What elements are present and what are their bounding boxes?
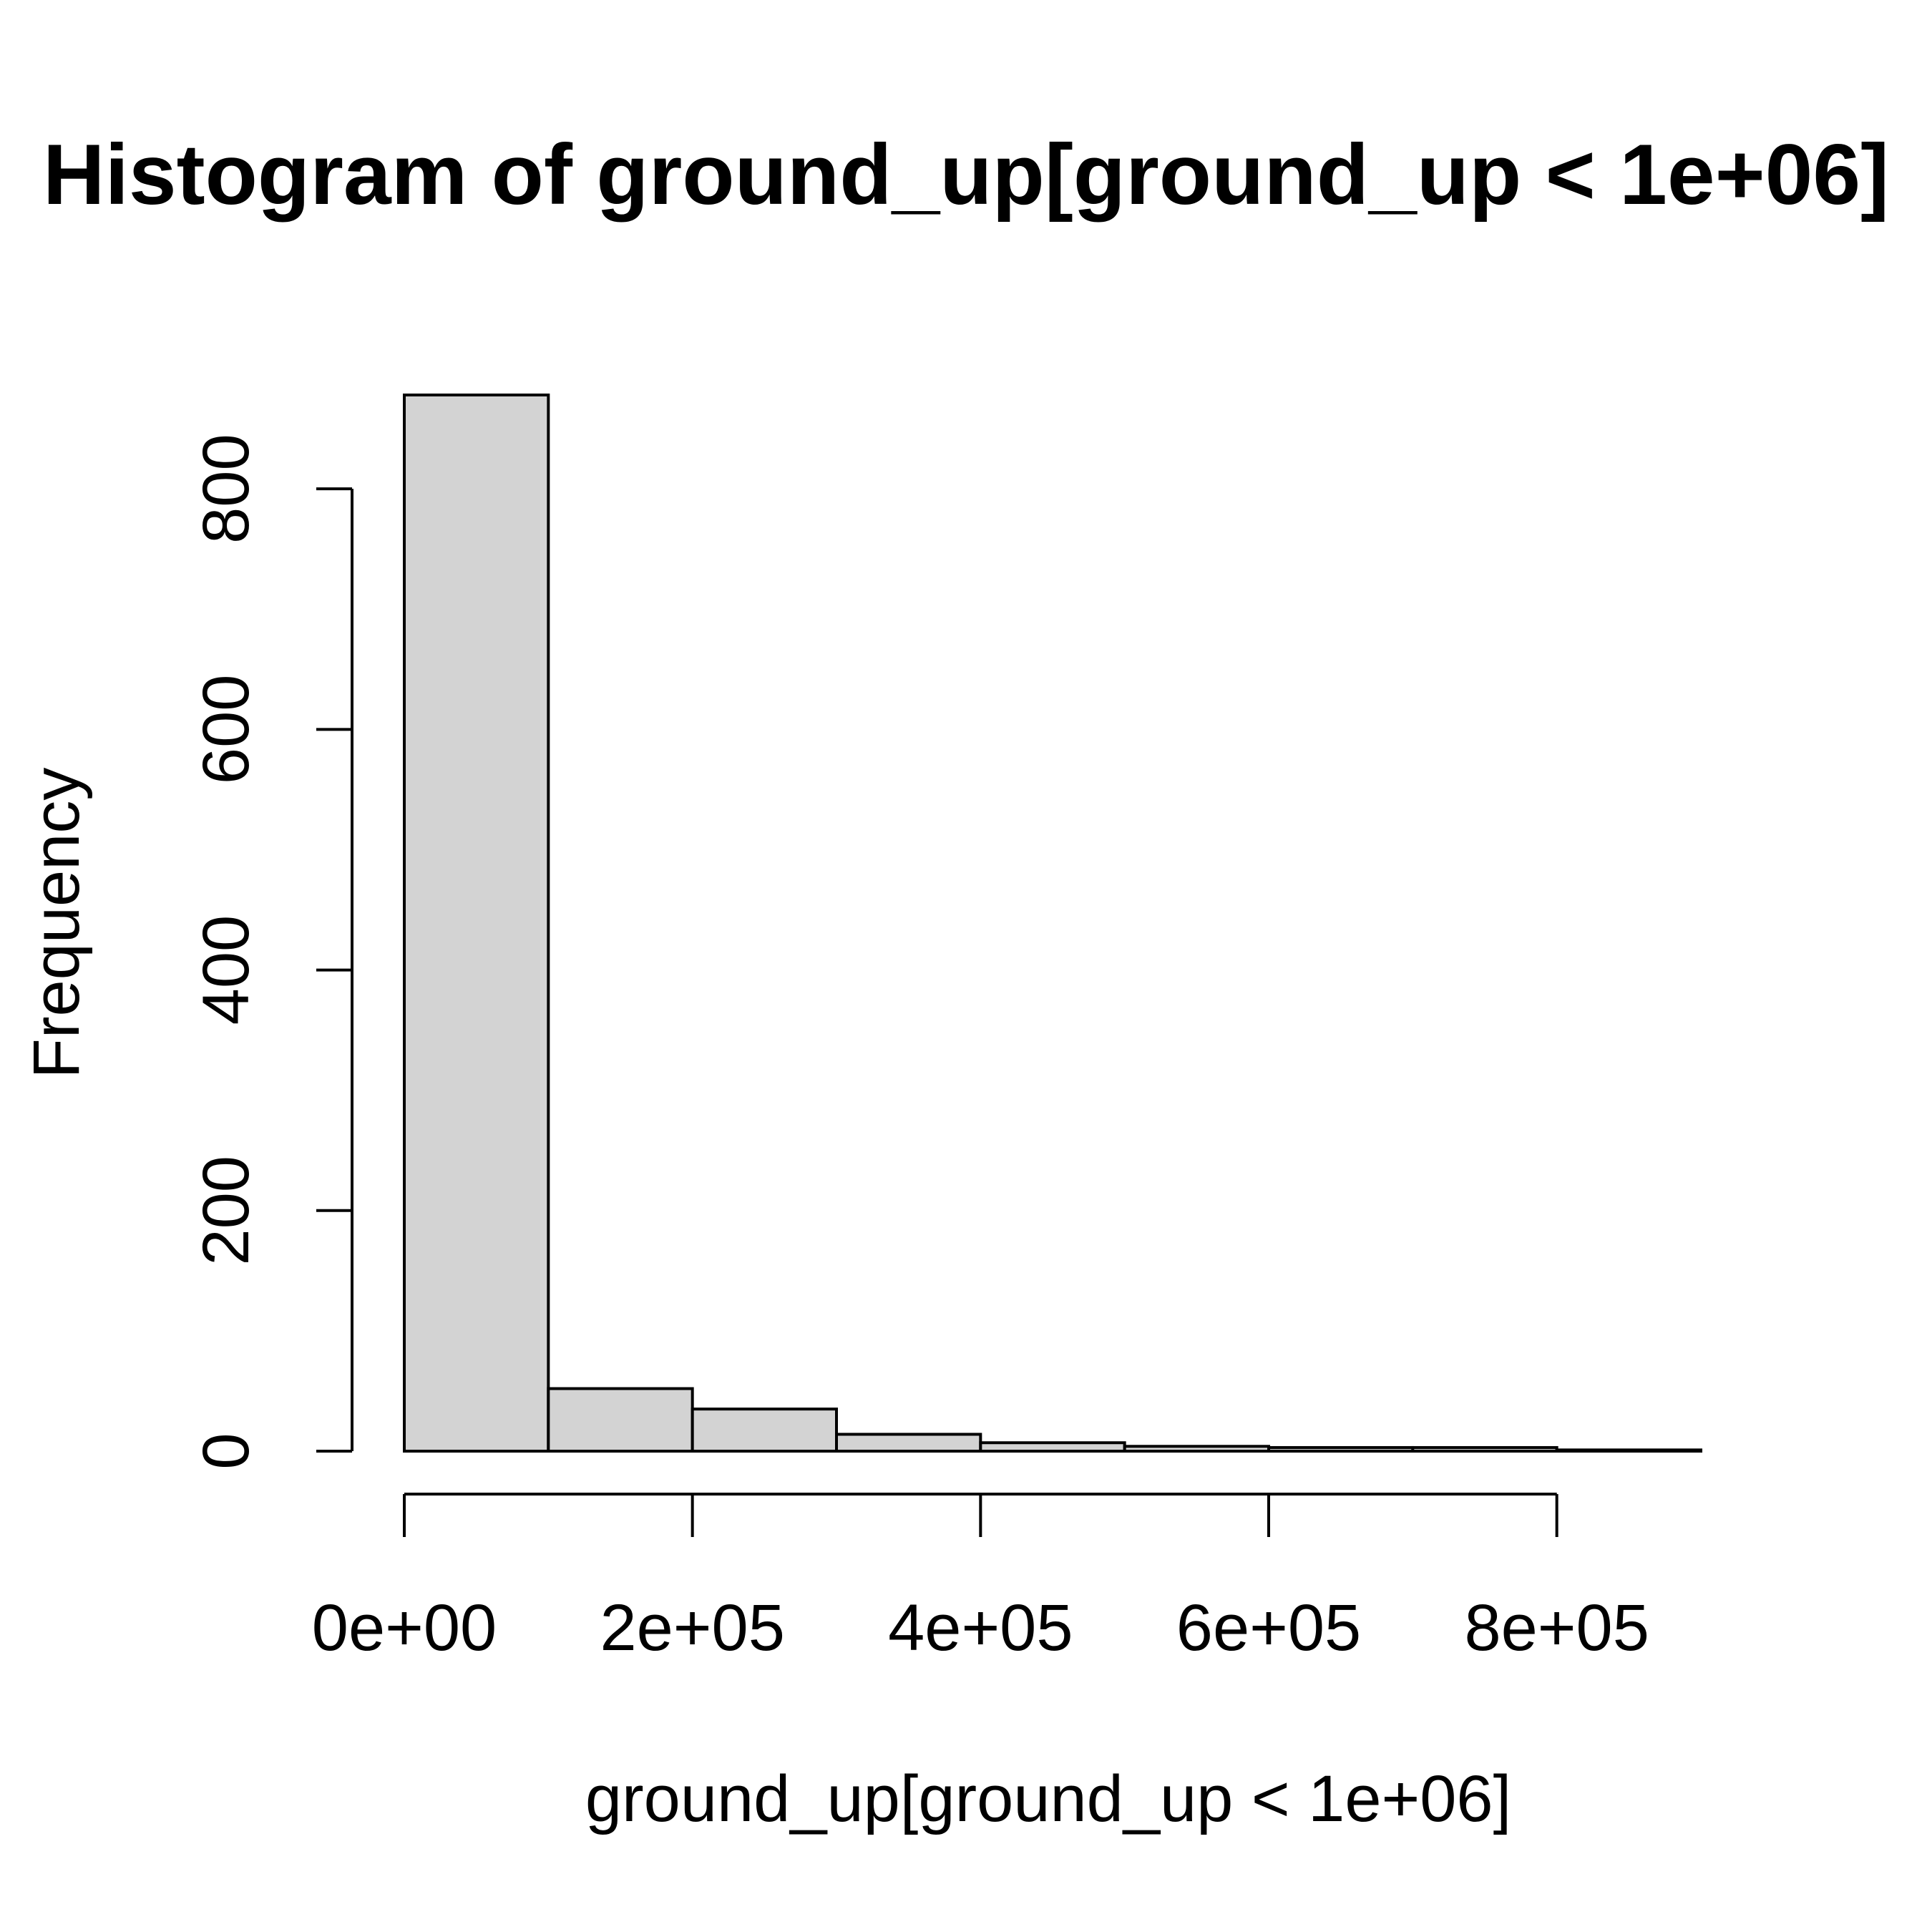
bars-group bbox=[403, 394, 1703, 1453]
y-tick-label-4: 800 bbox=[190, 434, 263, 544]
y-tick-label-1: 200 bbox=[190, 1156, 263, 1266]
y-axis: 0 200 400 600 800 bbox=[190, 434, 353, 1470]
chart-title: Histogram of ground_up[ground_up < 1e+06… bbox=[43, 127, 1889, 223]
histogram-bar-8 bbox=[1555, 1448, 1703, 1453]
x-tick-label-0: 0e+00 bbox=[312, 1591, 497, 1664]
histogram-bar-6 bbox=[1267, 1445, 1415, 1453]
x-tick-label-3: 6e+05 bbox=[1176, 1591, 1361, 1664]
histogram-bar-3 bbox=[835, 1433, 982, 1453]
x-tick-label-2: 4e+05 bbox=[888, 1591, 1073, 1664]
x-axis-label: ground_up[ground_up < 1e+06] bbox=[585, 1762, 1511, 1835]
histogram-bar-0 bbox=[403, 394, 550, 1453]
histogram-bar-1 bbox=[547, 1387, 694, 1453]
histogram-bar-4 bbox=[979, 1441, 1126, 1453]
y-tick-label-3: 600 bbox=[190, 675, 263, 785]
y-axis-label: Frequency bbox=[20, 768, 93, 1079]
x-tick-label-4: 8e+05 bbox=[1464, 1591, 1649, 1664]
histogram-bar-2 bbox=[691, 1407, 839, 1453]
x-axis: 0e+00 2e+05 4e+05 6e+05 8e+05 bbox=[312, 1493, 1649, 1664]
histogram-bar-7 bbox=[1411, 1445, 1558, 1453]
x-tick-label-1: 2e+05 bbox=[600, 1591, 784, 1664]
y-tick-label-0: 0 bbox=[190, 1433, 263, 1469]
histogram-bar-5 bbox=[1123, 1445, 1270, 1453]
y-tick-label-2: 400 bbox=[190, 915, 263, 1025]
